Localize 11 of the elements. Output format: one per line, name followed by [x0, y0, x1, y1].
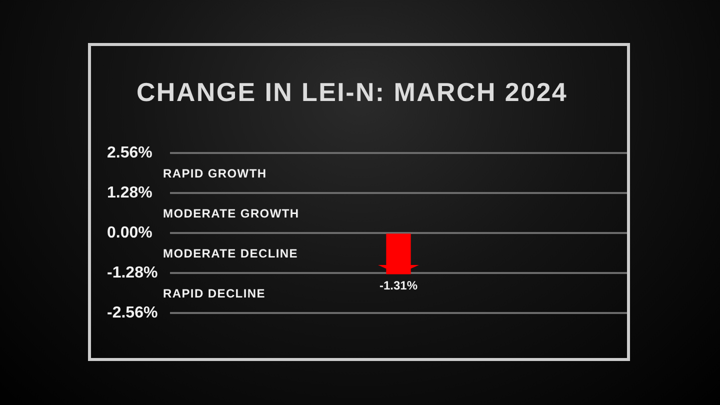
annotation: RAPID DECLINE — [163, 286, 266, 300]
annotation: MODERATE GROWTH — [163, 206, 300, 220]
y-tick-label: -2.56% — [107, 304, 158, 322]
chart-title: CHANGE IN LEI-N: MARCH 2024 — [135, 77, 569, 107]
y-tick-label: 0.00% — [107, 224, 152, 242]
y-tick-label: 1.28% — [107, 184, 152, 202]
annotation: MODERATE DECLINE — [163, 246, 298, 260]
y-tick-label: 2.56% — [107, 144, 152, 162]
data-label: -1.31% — [379, 278, 418, 292]
y-tick-label: -1.28% — [107, 264, 158, 282]
annotation: RAPID GROWTH — [163, 166, 267, 180]
